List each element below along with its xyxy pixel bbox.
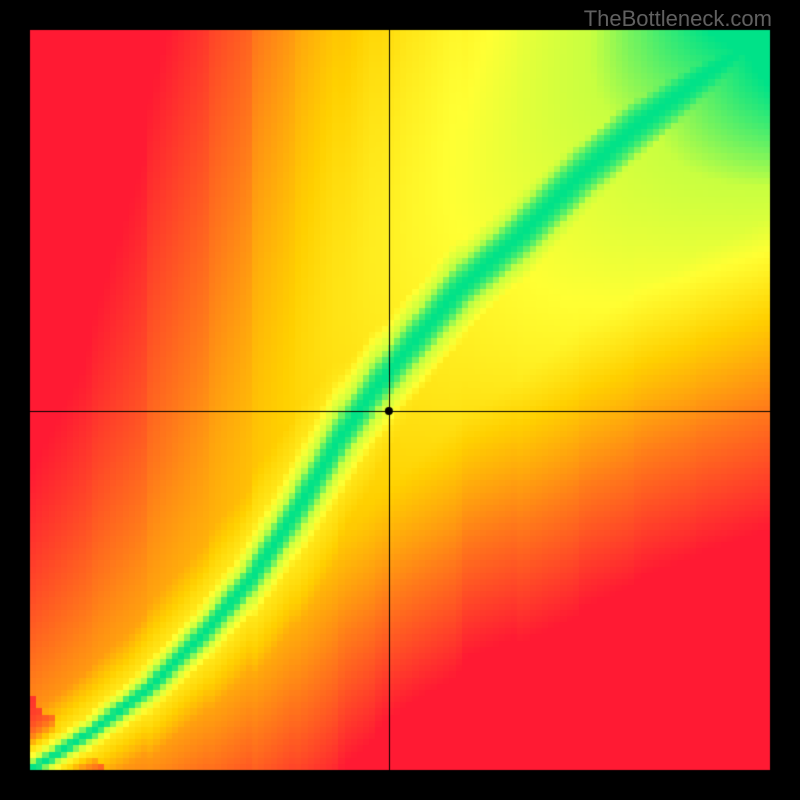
figure-root: TheBottleneck.com — [0, 0, 800, 800]
watermark-text: TheBottleneck.com — [584, 6, 772, 32]
heatmap-canvas — [0, 0, 800, 800]
